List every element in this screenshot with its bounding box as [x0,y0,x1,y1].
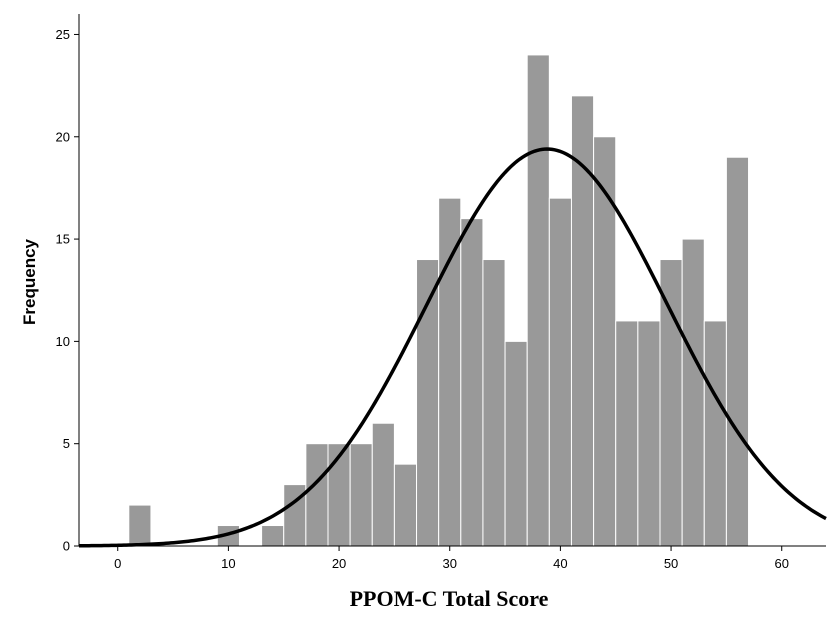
y-tick-label: 10 [56,334,70,349]
histogram-bar [725,156,750,547]
histogram-bar [681,238,705,547]
histogram-bar [637,320,661,547]
histogram-bar [349,443,373,547]
x-tick-label: 50 [664,556,678,571]
histogram-bar [504,340,528,547]
normal-curve [78,147,827,548]
histogram-bars [128,54,750,547]
histogram-bar [482,259,506,547]
x-tick-label: 30 [442,556,456,571]
y-axis-ticks: 0 5 10 15 20 25 [56,27,79,554]
x-axis-label: PPOM-C Total Score [350,586,549,611]
x-axis-ticks: 0 10 20 30 40 50 60 [114,546,789,571]
histogram-bar [615,320,639,547]
histogram-bar [128,504,152,547]
x-tick-label: 60 [774,556,788,571]
histogram-bar [460,218,484,547]
y-tick-label: 25 [56,27,70,42]
histogram-bar [371,422,395,547]
histogram-bar [393,463,418,547]
histogram-bar [659,259,683,547]
histogram-bar [438,197,462,547]
y-tick-label: 5 [63,436,70,451]
x-tick-label: 10 [221,556,235,571]
x-tick-label: 0 [114,556,121,571]
histogram-bar [526,54,550,547]
x-tick-label: 20 [332,556,346,571]
y-tick-label: 0 [63,539,70,554]
histogram-bar [593,136,617,547]
histogram-bar [570,95,595,547]
y-tick-label: 15 [56,232,70,247]
histogram-bar [305,443,329,547]
histogram-bar [703,320,727,547]
histogram-bar [261,525,285,547]
x-tick-label: 40 [553,556,567,571]
histogram-bar [548,197,572,547]
y-axis-label: Frequency [20,238,39,325]
y-tick-label: 20 [56,129,70,144]
